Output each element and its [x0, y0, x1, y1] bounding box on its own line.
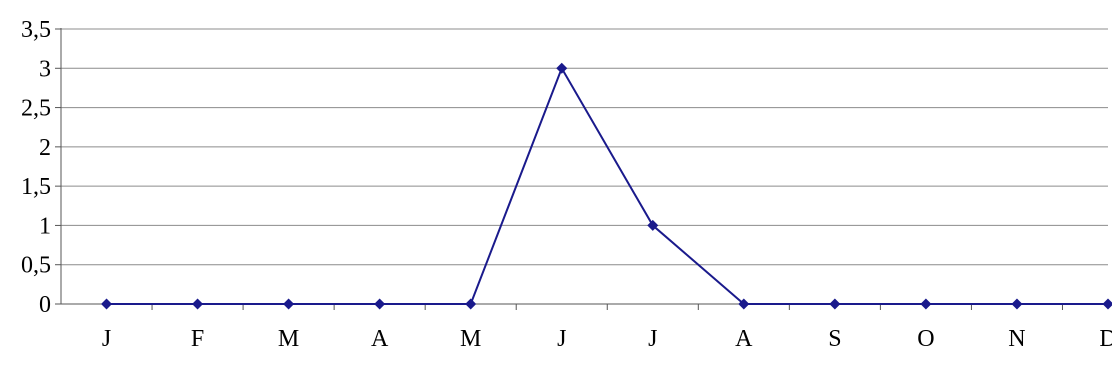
data-point [192, 298, 204, 310]
y-tick-label: 3,5 [21, 17, 51, 43]
data-point [1011, 298, 1023, 310]
x-tick-label: J [102, 326, 111, 352]
data-point [556, 62, 568, 74]
x-tick-label: A [735, 326, 753, 352]
x-tick-label: D [1099, 326, 1112, 352]
y-tick-label: 0 [39, 292, 51, 318]
data-point [738, 298, 750, 310]
x-tick-label: M [278, 326, 299, 352]
y-tick-label: 1,5 [21, 174, 51, 200]
gridlines [55, 28, 1108, 305]
data-point [101, 298, 113, 310]
x-tick-label: J [557, 326, 566, 352]
data-point [829, 298, 841, 310]
x-tick-label: N [1008, 326, 1025, 352]
data-point [1102, 298, 1112, 310]
y-tick-label: 1 [39, 213, 51, 239]
y-tick-label: 2,5 [21, 96, 51, 122]
data-point [465, 298, 477, 310]
x-tick-label: F [191, 326, 204, 352]
x-tick-label: S [828, 326, 841, 352]
x-tick-label: A [371, 326, 389, 352]
x-tick-label: O [917, 326, 934, 352]
y-tick-label: 3 [39, 56, 51, 82]
data-point [920, 298, 932, 310]
series-line [106, 65, 1108, 305]
data-point [374, 298, 386, 310]
y-axis-tick-labels: 0 0,5 1 1,5 2 2,5 3 3,5 [21, 17, 51, 318]
data-point [647, 219, 659, 231]
y-tick-label: 0,5 [21, 253, 51, 279]
x-tick-label: M [460, 326, 481, 352]
y-tick-label: 2 [39, 135, 51, 161]
series-group [101, 62, 1112, 310]
data-point [283, 298, 295, 310]
x-tick-label: J [648, 326, 657, 352]
